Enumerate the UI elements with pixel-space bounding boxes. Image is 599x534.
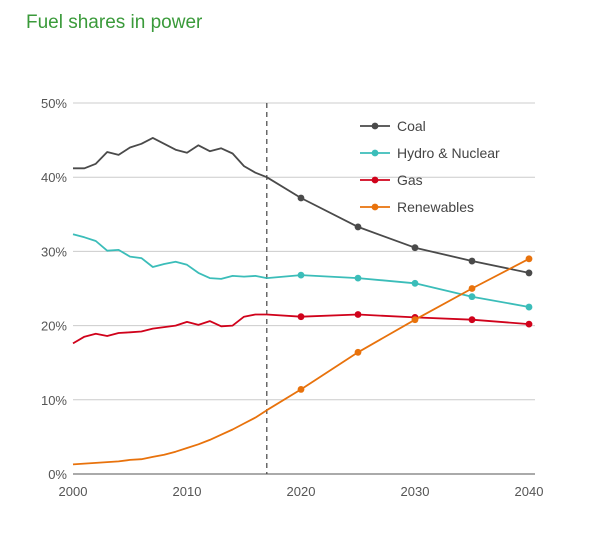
legend-swatch-marker [371,122,379,130]
x-tick-label: 2010 [173,484,202,499]
data-point [525,255,533,263]
data-point [297,386,305,393]
y-tick-label: 10% [41,393,67,408]
data-point [297,194,305,202]
data-point [468,285,476,292]
y-tick-label: 40% [41,170,67,185]
data-point [525,269,533,277]
series-history-line [72,313,267,345]
x-tick-label: 2020 [287,484,316,499]
data-point [468,316,476,324]
legend-swatch-marker [371,203,379,211]
legend-swatch-marker [371,176,379,184]
x-tick-label: 2000 [59,484,88,499]
series-projection-line [266,313,530,325]
series-projection-line [266,274,530,308]
x-axis-ticks: 2000 2010 2020 2030 2040 [59,484,544,499]
data-point [297,271,305,279]
data-point [354,274,362,282]
data-point [411,316,419,324]
series-projection-line [266,258,530,411]
data-point [525,320,533,328]
series-lines [72,137,533,466]
grid-lines [73,102,535,475]
series-coal [73,137,533,277]
data-point [411,244,419,252]
series-gas [72,311,533,345]
x-tick-label: 2040 [515,484,544,499]
y-tick-label: 0% [48,467,67,482]
data-point [525,303,533,311]
series-renewables [72,255,533,466]
data-point [468,293,476,301]
data-point [297,313,305,321]
data-point [354,311,362,318]
chart-title: Fuel shares in power [26,12,203,33]
series-hydro-nuclear [72,233,533,311]
y-axis-ticks: 0% 10% 20% 30% 40% 50% [41,96,67,482]
legend-label: Renewables [397,199,474,215]
data-point [411,279,419,287]
series-projection-line [266,176,530,274]
series-history-line [73,137,268,179]
data-point [354,223,362,231]
legend-label: Hydro & Nuclear [397,145,500,161]
series-history-line [72,409,268,466]
x-tick-label: 2030 [401,484,430,499]
legend-label: Gas [397,172,423,188]
legend-label: Coal [397,118,426,134]
y-tick-label: 50% [41,96,67,111]
y-tick-label: 20% [41,319,67,334]
y-tick-label: 30% [41,244,67,259]
data-point [354,348,362,356]
legend: Coal Hydro & Nuclear Gas Renewables [360,118,500,215]
series-history-line [72,233,267,280]
legend-swatch-marker [371,149,379,157]
data-point [468,257,476,265]
